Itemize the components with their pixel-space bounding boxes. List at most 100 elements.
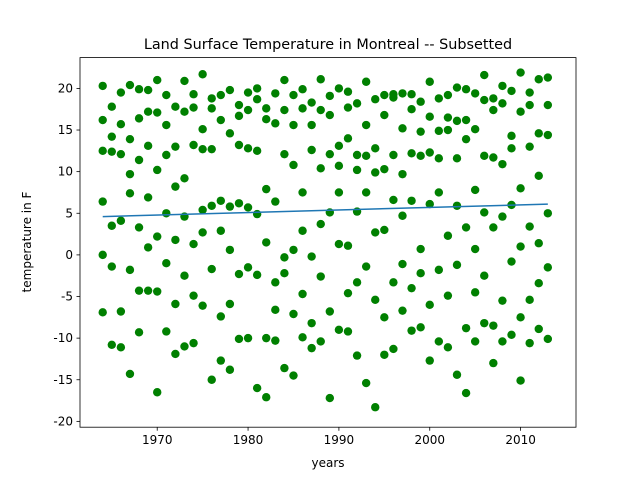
point (180, 107, 189, 116)
point (116, 119, 126, 129)
point (480, 208, 489, 217)
point (180, 174, 189, 183)
point (180, 342, 189, 351)
point (116, 216, 126, 225)
point (262, 393, 271, 402)
point (125, 169, 135, 179)
point (461, 223, 471, 232)
point (271, 197, 280, 206)
point (189, 338, 198, 348)
point (316, 75, 325, 84)
point (434, 94, 444, 103)
point (452, 201, 462, 210)
point (280, 149, 289, 159)
point (470, 124, 480, 134)
point (361, 188, 371, 197)
point (334, 188, 344, 197)
point (534, 129, 543, 138)
point (307, 252, 316, 261)
point (252, 146, 262, 156)
point (461, 388, 471, 398)
point (452, 154, 462, 163)
chart-title: Land Surface Temperature in Montreal -- … (144, 37, 512, 53)
point (534, 75, 543, 84)
point (234, 269, 244, 279)
point (416, 127, 425, 136)
point (434, 154, 444, 163)
point (107, 132, 116, 141)
trend-line (102, 203, 548, 218)
point (225, 365, 235, 374)
point (162, 209, 171, 218)
point (389, 150, 398, 160)
point (316, 105, 325, 115)
point (398, 89, 407, 98)
point (262, 238, 271, 247)
point (489, 321, 498, 330)
point (407, 196, 416, 205)
point (489, 358, 498, 368)
point (225, 129, 235, 138)
point (234, 199, 244, 208)
point (243, 144, 253, 153)
point (343, 241, 353, 250)
point (443, 125, 453, 135)
point (162, 120, 171, 130)
point (216, 226, 226, 235)
point (180, 76, 189, 86)
point (334, 84, 344, 93)
point (171, 235, 180, 245)
point (416, 244, 425, 254)
point (361, 120, 371, 130)
point (262, 104, 271, 113)
point (380, 225, 389, 235)
point (271, 278, 280, 287)
point (380, 110, 389, 120)
point (398, 259, 407, 269)
point (352, 99, 362, 108)
point (198, 228, 207, 237)
point (489, 223, 498, 232)
point (316, 337, 325, 346)
point (225, 202, 235, 211)
point (534, 324, 543, 334)
point (498, 159, 507, 169)
point (470, 288, 480, 297)
point (443, 113, 453, 122)
point (525, 142, 534, 151)
point (507, 330, 516, 339)
point (343, 288, 353, 298)
point (534, 278, 543, 288)
point (271, 89, 280, 98)
point (243, 333, 253, 343)
point (153, 75, 162, 85)
point (398, 169, 407, 179)
point (143, 141, 153, 151)
point (489, 105, 498, 115)
point (280, 363, 289, 373)
point (334, 325, 344, 335)
point (125, 80, 135, 90)
point (143, 85, 153, 95)
point (171, 102, 180, 111)
point (280, 253, 289, 262)
point (407, 149, 416, 158)
point (380, 350, 389, 359)
point (398, 211, 407, 220)
point (298, 188, 307, 197)
plot-frame (79, 57, 577, 428)
point (407, 283, 416, 293)
point (334, 161, 344, 171)
point (380, 90, 389, 100)
y-tick-label: 15 (58, 123, 73, 137)
point (298, 289, 307, 299)
point (334, 239, 344, 249)
point (407, 105, 416, 114)
point (425, 300, 434, 310)
point (470, 89, 480, 98)
point (371, 168, 380, 177)
point (125, 134, 135, 144)
point (416, 323, 425, 332)
point (207, 201, 216, 210)
point (498, 296, 507, 305)
